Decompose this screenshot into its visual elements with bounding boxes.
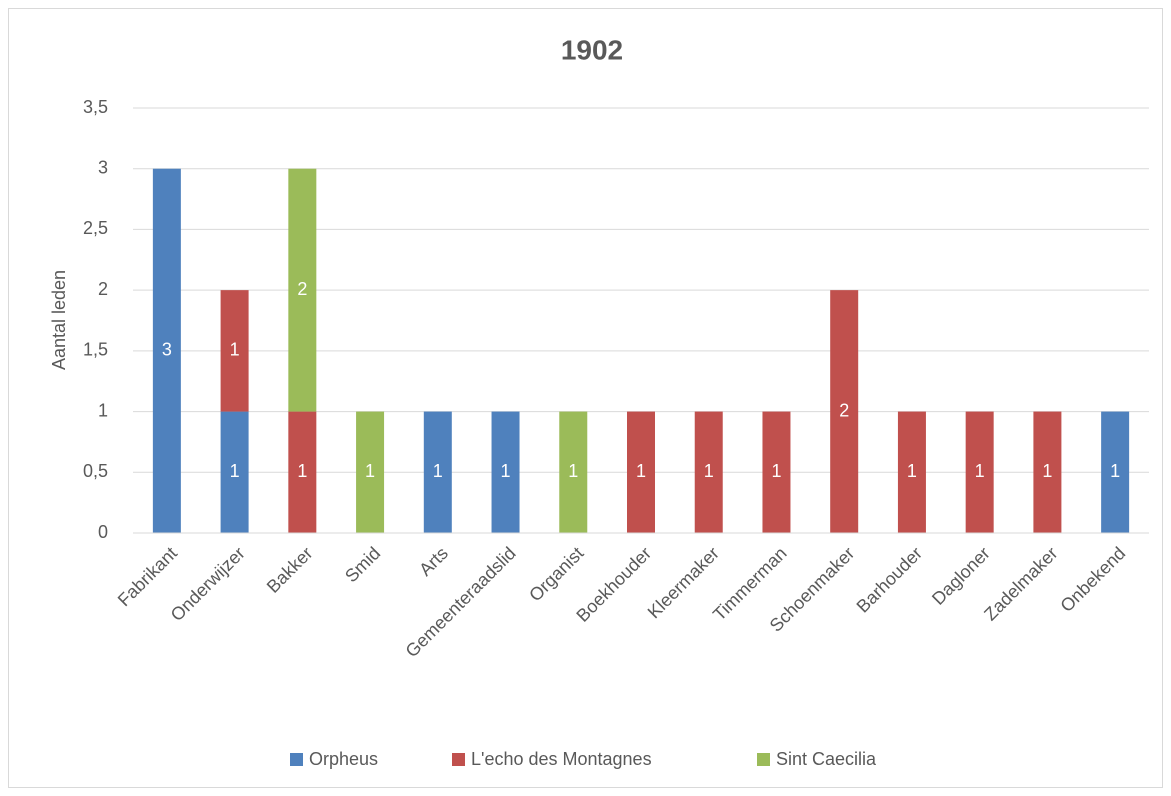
data-label: 2	[839, 400, 849, 420]
data-label: 1	[230, 340, 240, 360]
y-tick-label: 1	[98, 400, 108, 420]
bar-segment	[559, 411, 588, 533]
y-tick-label: 2	[98, 279, 108, 299]
data-label: 2	[297, 279, 307, 299]
data-label: 1	[501, 461, 511, 481]
y-tick-label: 3,5	[83, 97, 108, 117]
legend-label: Sint Caecilia	[776, 749, 877, 769]
legend-swatch	[757, 753, 770, 766]
bar-segment	[1101, 411, 1130, 533]
bar-segment	[897, 411, 926, 533]
y-tick-label: 1,5	[83, 340, 108, 360]
data-label: 1	[771, 461, 781, 481]
bar-segment	[152, 168, 181, 533]
bar-segment	[830, 290, 859, 533]
bar-segment	[423, 411, 452, 533]
data-label: 1	[975, 461, 985, 481]
chart-title: 1902	[561, 34, 623, 65]
data-label: 1	[704, 461, 714, 481]
bar-segment	[288, 168, 317, 412]
bar-segment	[220, 411, 249, 533]
y-tick-label: 0,5	[83, 461, 108, 481]
bar-segment	[762, 411, 791, 533]
chart-border	[8, 8, 1163, 788]
y-axis-title: Aantal leden	[49, 270, 69, 370]
legend-label: Orpheus	[309, 749, 378, 769]
legend-label: L'echo des Montagnes	[471, 749, 652, 769]
data-label: 1	[433, 461, 443, 481]
data-label: 3	[162, 340, 172, 360]
bar-segment	[1033, 411, 1062, 533]
bar-segment	[288, 411, 317, 533]
data-label: 1	[1110, 461, 1120, 481]
y-tick-label: 0	[98, 522, 108, 542]
bar-segment	[491, 411, 520, 533]
data-label: 1	[297, 461, 307, 481]
bar-segment	[965, 411, 994, 533]
data-label: 1	[230, 461, 240, 481]
bar-segment	[220, 290, 249, 412]
legend-swatch	[290, 753, 303, 766]
data-label: 1	[907, 461, 917, 481]
data-label: 1	[636, 461, 646, 481]
y-tick-label: 3	[98, 157, 108, 177]
data-label: 1	[1042, 461, 1052, 481]
data-label: 1	[365, 461, 375, 481]
bar-segment	[694, 411, 723, 533]
bar-segment	[356, 411, 385, 533]
data-label: 1	[568, 461, 578, 481]
legend-swatch	[452, 753, 465, 766]
bar-segment	[627, 411, 655, 533]
y-tick-label: 2,5	[83, 218, 108, 238]
